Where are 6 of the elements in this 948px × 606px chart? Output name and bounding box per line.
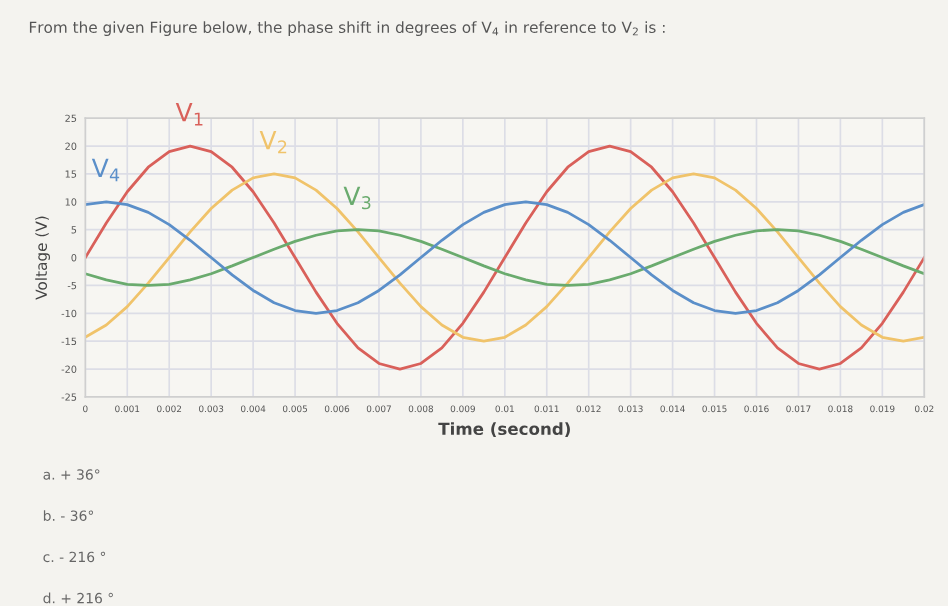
x-axis-title: Time (second): [438, 422, 570, 438]
series-label: V$_{2}$: [259, 130, 287, 154]
series-label: V$_{4}$: [91, 158, 120, 182]
line-series: [85, 228, 925, 287]
series-label: V$_{3}$: [343, 186, 371, 210]
series-label: V$_{1}$: [175, 103, 203, 126]
